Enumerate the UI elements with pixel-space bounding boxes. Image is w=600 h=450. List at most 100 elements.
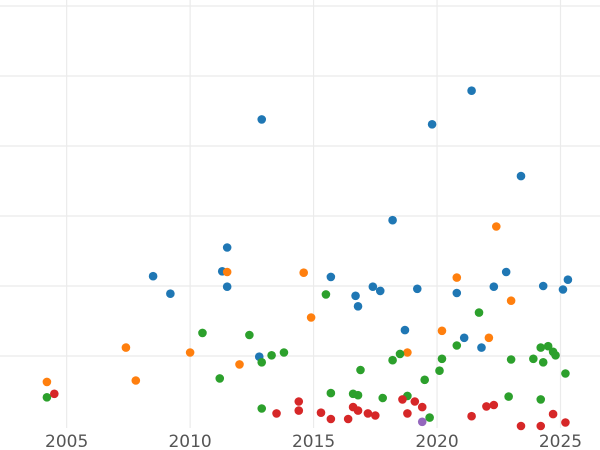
- data-point-s0-21: [501, 267, 511, 277]
- data-point-s2-23: [504, 392, 513, 401]
- data-point-s2-19: [435, 366, 444, 376]
- data-point-s2-1: [198, 328, 207, 338]
- data-point-s3-6: [343, 414, 353, 424]
- data-point-s0-20: [489, 282, 499, 292]
- data-point-s0-13: [400, 325, 410, 335]
- data-point-s2-7: [279, 348, 289, 357]
- data-point-s2-13: [378, 393, 388, 403]
- data-point-s2-30: [551, 351, 560, 360]
- data-point-s0-3: [222, 243, 232, 252]
- data-point-s2-22: [474, 308, 484, 317]
- data-point-s0-0: [148, 271, 158, 281]
- data-point-s2-24: [506, 355, 516, 364]
- data-point-s2-14: [388, 355, 397, 365]
- data-point-s2-26: [536, 343, 546, 352]
- data-point-s1-9: [437, 326, 447, 336]
- x-tick-label-0: 2005: [45, 432, 88, 450]
- data-point-s4-0: [417, 417, 427, 427]
- data-point-s0-1: [166, 289, 175, 299]
- data-point-s1-2: [131, 376, 141, 385]
- data-point-s1-0: [42, 377, 52, 387]
- data-point-s2-17: [420, 375, 429, 385]
- data-point-s3-4: [316, 408, 326, 418]
- data-point-s1-11: [484, 333, 494, 343]
- data-point-s2-12: [356, 365, 365, 375]
- x-tick-label-4: 2025: [539, 432, 582, 450]
- data-point-s0-23: [538, 281, 548, 291]
- x-axis-tick-labels: 2005 2010 2015 2020 2025: [45, 432, 582, 450]
- data-point-s2-31: [561, 369, 570, 378]
- data-point-s2-25: [529, 354, 538, 364]
- data-point-s0-12: [388, 215, 397, 225]
- data-point-s2-2: [215, 374, 225, 383]
- data-point-s0-4: [222, 282, 232, 292]
- data-point-s3-19: [536, 421, 546, 431]
- data-point-s2-5: [267, 351, 276, 360]
- data-point-s2-0: [42, 393, 52, 402]
- data-point-s0-17: [459, 333, 469, 343]
- x-tick-label-2: 2015: [292, 432, 335, 450]
- data-point-s2-4: [257, 358, 267, 367]
- data-point-s2-18: [425, 413, 434, 422]
- data-point-s0-16: [452, 288, 462, 298]
- data-point-s0-14: [412, 284, 422, 294]
- data-point-s2-21: [452, 341, 462, 350]
- data-point-s2-8: [321, 290, 331, 299]
- x-tick-label-3: 2020: [415, 432, 458, 450]
- data-point-s1-7: [306, 313, 316, 322]
- data-point-s3-12: [403, 409, 412, 418]
- data-point-s3-3: [294, 406, 304, 415]
- data-point-s2-32: [536, 395, 546, 404]
- data-point-s3-2: [294, 397, 304, 406]
- x-tick-label-1: 2010: [168, 432, 211, 450]
- data-point-s1-5: [235, 360, 244, 369]
- data-point-s2-20: [437, 354, 447, 364]
- data-point-s2-28: [543, 341, 553, 351]
- x-gridlines: [66, 0, 562, 428]
- data-point-s1-8: [403, 348, 412, 357]
- data-point-s1-12: [491, 222, 501, 231]
- data-point-s3-15: [467, 411, 476, 421]
- data-point-s0-11: [375, 286, 385, 296]
- data-point-s2-3: [245, 330, 254, 340]
- data-point-s2-9: [326, 388, 336, 398]
- data-point-s0-22: [516, 171, 526, 181]
- data-point-s0-19: [477, 343, 486, 352]
- data-point-s2-11: [353, 390, 363, 400]
- data-point-s3-9: [363, 409, 373, 418]
- data-point-s1-6: [299, 268, 309, 278]
- y-gridlines: [0, 5, 600, 357]
- data-point-s2-6: [257, 404, 267, 413]
- data-point-s1-13: [506, 296, 516, 306]
- data-point-s0-10: [368, 282, 378, 292]
- data-point-s2-15: [395, 349, 405, 359]
- data-point-s0-15: [427, 120, 437, 129]
- data-point-s0-8: [351, 291, 360, 301]
- data-point-s0-25: [563, 275, 573, 285]
- data-point-s3-11: [398, 395, 407, 404]
- data-point-s3-16: [482, 402, 491, 411]
- data-point-s3-18: [516, 421, 526, 431]
- data-point-s3-10: [371, 411, 380, 420]
- data-point-s0-24: [558, 285, 568, 294]
- data-point-s3-13: [410, 397, 420, 406]
- data-point-s3-14: [417, 402, 427, 412]
- data-point-s3-21: [561, 418, 570, 427]
- data-point-s0-9: [353, 302, 363, 311]
- data-point-s3-8: [353, 406, 363, 415]
- data-point-s1-10: [452, 273, 462, 282]
- data-point-s3-20: [548, 409, 558, 419]
- data-point-s3-5: [326, 414, 336, 424]
- data-point-s3-0: [50, 389, 59, 399]
- data-point-s1-3: [185, 348, 195, 357]
- data-point-s1-1: [121, 343, 131, 352]
- data-points: [42, 86, 573, 431]
- data-point-s1-4: [222, 267, 232, 277]
- data-point-s2-27: [538, 358, 548, 367]
- data-point-s0-7: [326, 272, 336, 282]
- data-point-s0-18: [467, 86, 476, 95]
- data-point-s3-17: [489, 400, 499, 410]
- data-point-s0-5: [257, 115, 267, 124]
- data-point-s3-1: [272, 409, 281, 418]
